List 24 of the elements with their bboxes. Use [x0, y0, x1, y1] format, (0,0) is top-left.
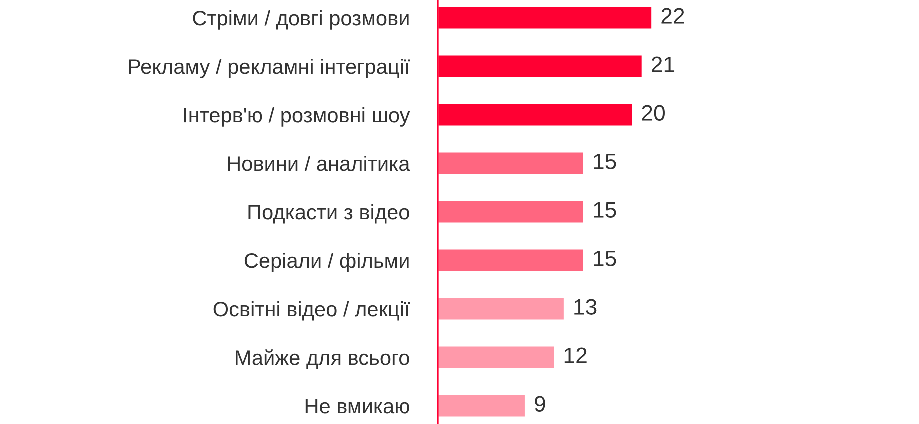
bar — [438, 345, 556, 370]
data-label: 22 — [662, 8, 684, 24]
y-tick-label: Серіали / фільми — [244, 252, 409, 272]
data-label: 21 — [652, 56, 675, 72]
data-label: 20 — [642, 105, 665, 121]
bar — [438, 200, 585, 224]
y-tick-label: Подкасти з відео — [248, 204, 410, 224]
data-label: 12 — [564, 348, 587, 364]
data-label: 15 — [594, 154, 616, 170]
y-tick-label: Стріми / довгі розмови — [193, 10, 409, 30]
y-tick-label: Майже для всього — [236, 350, 410, 370]
bar — [438, 296, 566, 322]
data-label: 9 — [535, 396, 546, 412]
y-tick-label: Освітні відео / лекції — [214, 301, 410, 321]
y-tick-label: Новини / аналітика — [228, 156, 410, 172]
bar — [438, 394, 526, 418]
y-tick-label: Рекламу / рекламні інтеграції — [129, 58, 410, 78]
data-label: 13 — [574, 299, 597, 315]
y-tick-label: Інтерв'ю / розмовні шоу — [184, 107, 410, 127]
bar — [438, 151, 585, 176]
data-label: 15 — [594, 250, 616, 266]
y-tick-label: Не вмикаю — [306, 399, 410, 414]
data-label: 15 — [594, 202, 616, 218]
bar — [438, 248, 585, 273]
